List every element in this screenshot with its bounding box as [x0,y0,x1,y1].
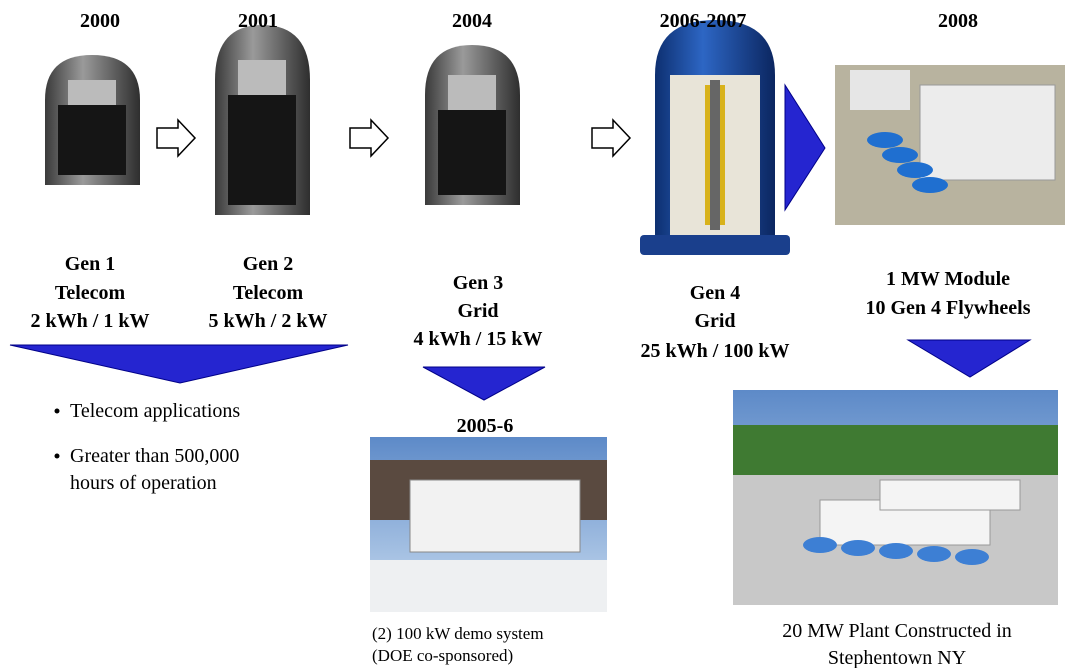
stage-line: Gen 1 [65,253,116,275]
caption: (DOE co-sponsored) [372,646,513,665]
caption: 20 MW Plant Constructed in [782,620,1012,642]
stage-line: Gen 2 [243,253,294,275]
stage-line: Telecom [55,282,126,304]
stage-line: Telecom [233,282,304,304]
captions: (2) 100 kW demo system (DOE co-sponsored… [372,620,1012,668]
year: 2000 [80,10,120,32]
year: 2005-6 [457,415,514,437]
year: 2006-2007 [660,10,747,32]
stage-line: 10 Gen 4 Flywheels [866,297,1031,319]
stage-line: 1 MW Module [886,268,1010,290]
year: 2004 [452,10,492,32]
caption: Stephentown NY [828,647,966,668]
bullet-text: hours of operation [70,472,217,494]
stage-line: 25 kWh / 100 kW [641,340,790,362]
stage-line: 5 kWh / 2 kW [209,310,328,332]
caption: (2) 100 kW demo system [372,624,544,643]
stage-line: Gen 3 [453,272,504,294]
stage-line: 4 kWh / 15 kW [414,328,543,350]
year: 2008 [938,10,978,32]
stage-line: Grid [694,310,735,332]
stage-line: Gen 4 [690,282,741,304]
bullet-text: Greater than 500,000 [70,445,239,467]
bullet-text: Telecom applications [70,400,240,422]
year: 2001 [238,10,278,32]
stage-line: 2 kWh / 1 kW [31,310,150,332]
bullets: Telecom applications Greater than 500,00… [55,400,241,494]
stage-line: Grid [457,300,498,322]
diagram: 2000 2001 2004 2006-2007 2008 Gen 1 Tele… [0,0,1065,668]
